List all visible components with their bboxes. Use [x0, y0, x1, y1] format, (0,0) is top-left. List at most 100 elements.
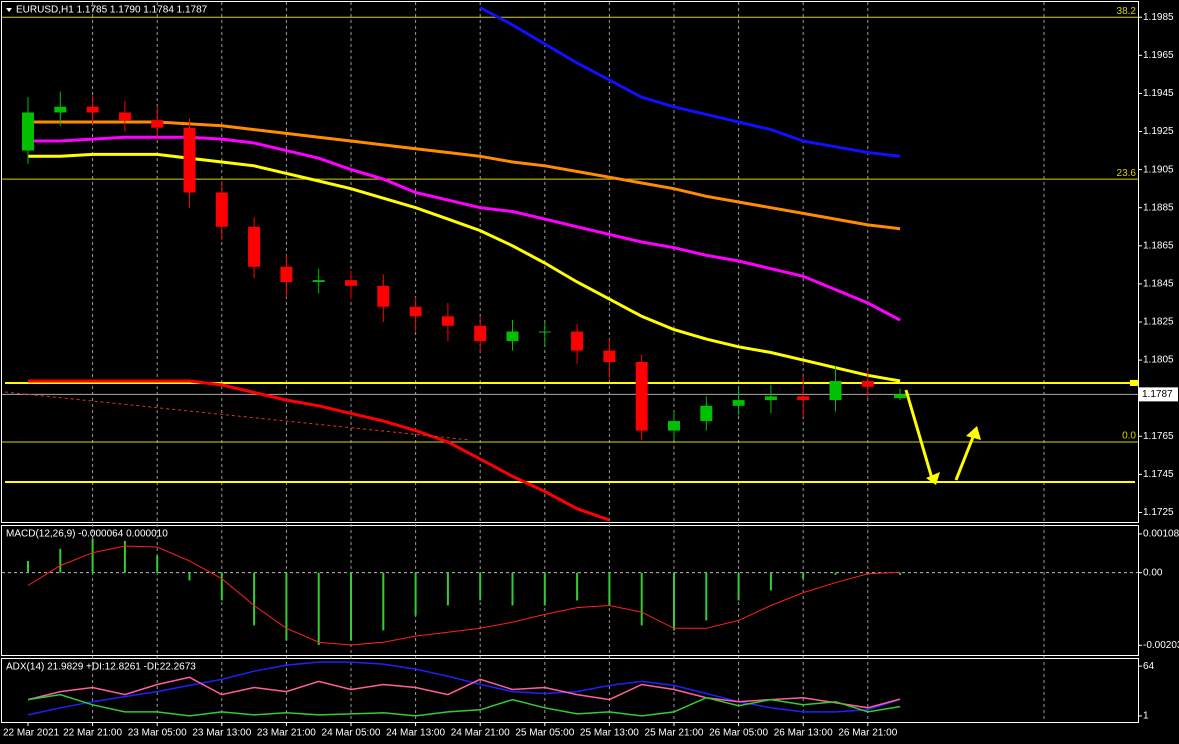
indicator-line [27, 661, 901, 716]
macd-bar [479, 572, 482, 601]
macd-bar [834, 572, 837, 575]
macd-bar [640, 572, 643, 626]
x-tick-label: 26 Mar 05:00 [709, 728, 768, 739]
indicator-line [479, 6, 901, 158]
candle-body [280, 266, 293, 282]
x-tick-label: 22 Mar 21:00 [63, 728, 122, 739]
candle-body [668, 421, 680, 431]
adx-title: ADX(14) 21.9829 +DI:12.8261 -DI:22.2673 [6, 662, 196, 673]
macd-bar [737, 572, 740, 601]
macd-bar [350, 572, 352, 641]
y-tick-label: 1.1845 [1143, 279, 1174, 290]
candle-body [861, 381, 874, 387]
macd-bar [220, 572, 223, 601]
x-tick-label: 25 Mar 13:00 [580, 728, 639, 739]
y-tick-label: 1 [1143, 711, 1149, 722]
candle-body [86, 106, 99, 113]
y-tick-label: 64 [1143, 661, 1155, 672]
candle-body [603, 350, 616, 362]
y-tick-label: 1.1905 [1143, 164, 1174, 175]
y-tick-label: 1.1945 [1143, 88, 1174, 99]
macd-bar [769, 572, 772, 591]
macd-bar [285, 572, 288, 641]
candle-body [377, 285, 390, 307]
x-tick-label: 22 Mar 2021 [3, 728, 60, 739]
y-tick-label: 1.1725 [1143, 507, 1174, 518]
candle-body [764, 396, 777, 401]
macd-title: MACD(12,26,9) -0.000064 0.000010 [6, 529, 168, 540]
main-panel-frame [1, 1, 1139, 523]
y-tick-label: -0.002037 [1143, 640, 1179, 651]
candle-body [797, 396, 810, 401]
macd-bar [317, 572, 320, 646]
candle-body [22, 112, 34, 151]
x-tick-label: 23 Mar 13:00 [192, 728, 251, 739]
y-tick-label: 1.1865 [1143, 240, 1174, 251]
macd-bar [91, 538, 94, 573]
macd-bar [608, 572, 611, 606]
candle-body [829, 381, 842, 401]
macd-bar [866, 572, 869, 574]
x-tick-label: 24 Mar 05:00 [322, 728, 381, 739]
candle-body [571, 331, 584, 351]
candle-body [345, 280, 357, 286]
indicator-line [28, 152, 901, 383]
x-tick-label: 23 Mar 21:00 [257, 728, 316, 739]
x-tick-label: 26 Mar 21:00 [838, 728, 897, 739]
macd-bar [446, 572, 449, 606]
candle-body [248, 226, 261, 267]
macd-bar [899, 572, 902, 575]
arrow-down-shaft [904, 389, 935, 483]
candle-body [312, 280, 325, 282]
x-tick-label: 23 Mar 05:00 [128, 728, 187, 739]
candle-body [183, 127, 196, 193]
macd-bar [253, 572, 256, 626]
candle-body [441, 316, 454, 326]
candle-body [409, 306, 422, 317]
fib-label: 23.6 [1117, 168, 1137, 179]
candle-body [538, 331, 551, 333]
macd-bar [59, 548, 62, 573]
candle-body [635, 362, 648, 431]
candle-body [215, 192, 228, 227]
y-tick-label: 1.1825 [1143, 317, 1174, 328]
arrow-down-head [926, 472, 940, 485]
last-price-box [1139, 387, 1178, 402]
y-tick-label: 0.00 [1143, 567, 1163, 578]
macd-bar [188, 572, 191, 581]
symbol-menu-icon[interactable] [6, 8, 12, 12]
indicator-line [28, 120, 901, 231]
candle-body [118, 112, 131, 121]
candle-body [151, 120, 164, 128]
main-title: EURUSD,H1 1.1785 1.1790 1.1784 1.1787 [16, 5, 208, 16]
level-marker [1130, 379, 1138, 386]
macd-bar [382, 572, 385, 631]
y-tick-label: 1.1765 [1143, 431, 1174, 442]
macd-bar [414, 572, 417, 616]
macd-bar [156, 555, 159, 573]
macd-bar [123, 540, 126, 573]
indicator-line [27, 693, 901, 717]
macd-bar [802, 572, 805, 579]
candle-body [474, 325, 487, 342]
candle-body [894, 394, 907, 399]
x-tick-label: 25 Mar 21:00 [645, 728, 704, 739]
y-tick-label: 0.001087 [1143, 529, 1179, 540]
candle-body [54, 106, 67, 113]
macd-bar [576, 572, 579, 601]
y-tick-label: 1.1925 [1143, 126, 1174, 137]
indicator-line [28, 379, 610, 522]
x-tick-label: 24 Mar 21:00 [451, 728, 510, 739]
macd-bar [27, 560, 29, 573]
x-tick-label: 24 Mar 13:00 [386, 728, 445, 739]
fib-label: 38.2 [1117, 6, 1137, 17]
candle-body [506, 331, 519, 342]
x-tick-label: 26 Mar 13:00 [774, 728, 833, 739]
y-tick-label: 1.1745 [1143, 469, 1174, 480]
candle-body [700, 405, 713, 422]
adx-panel-frame [1, 658, 1139, 723]
macd-bar [705, 572, 708, 621]
